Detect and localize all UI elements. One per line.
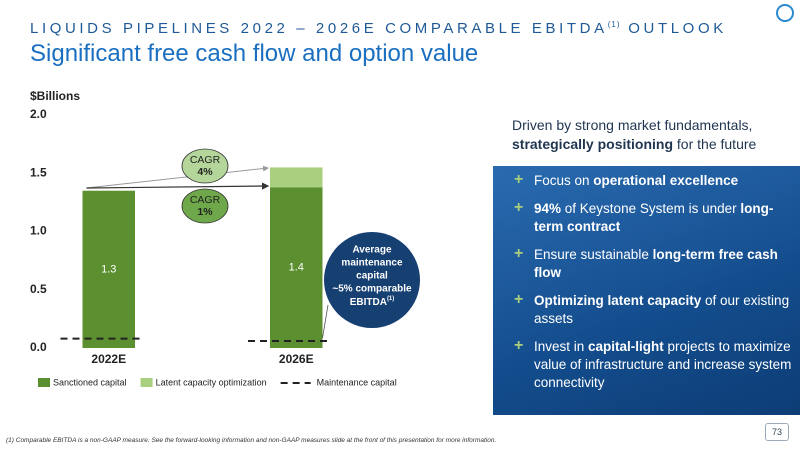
- bar-segment: [82, 190, 135, 348]
- text-segment: projects to maximize value of infrastruc…: [534, 339, 792, 390]
- logo: [776, 4, 794, 22]
- bullet: Invest in capital-light projects to maxi…: [512, 337, 792, 392]
- y-axis-label: $Billions: [30, 89, 80, 103]
- text-segment: long-term contract: [534, 201, 774, 234]
- y-tick-label: 2.0: [30, 107, 47, 121]
- y-tick-label: 1.5: [30, 165, 47, 179]
- legend-label: Maintenance capital: [317, 377, 397, 387]
- text-segment: Ensure sustainable: [534, 247, 653, 262]
- note-pointer: [322, 304, 329, 339]
- bar-segment: [270, 167, 323, 188]
- page-number: 73: [765, 423, 789, 441]
- subtitle: Significant free cash flow and option va…: [30, 40, 479, 67]
- legend-swatch: [140, 378, 153, 387]
- note-text: capital: [356, 271, 388, 282]
- cagr-arrow: [86, 165, 269, 189]
- footnote: (1) Comparable EBITDA is a non-GAAP meas…: [6, 437, 497, 444]
- x-tick-label: 2026E: [279, 352, 314, 366]
- text-segment: operational excellence: [593, 173, 739, 188]
- cagr-text: CAGR: [190, 194, 221, 206]
- text-segment: of our existing assets: [534, 293, 790, 326]
- cagr-text: CAGR: [190, 154, 221, 166]
- panel-heading: Driven by strong market fundamentals, st…: [512, 116, 792, 154]
- title-text: OUTLOOK: [628, 20, 727, 37]
- data-label: 1.3: [101, 263, 116, 275]
- note-text: EBITDA: [350, 297, 387, 308]
- cagr-text: 4%: [197, 166, 213, 178]
- legend-label: Latent capacity optimization: [156, 377, 267, 387]
- text-segment: strategically positioning: [512, 136, 674, 152]
- note-text: ~5% comparable: [332, 284, 412, 295]
- text-segment: capital-light: [588, 339, 664, 354]
- bullet: Optimizing latent capacity of our existi…: [512, 291, 792, 328]
- note-circle: [324, 232, 420, 328]
- note-superscript: (1): [387, 296, 394, 302]
- cagr-text: 1%: [197, 206, 213, 218]
- data-label: 1.4: [289, 262, 304, 274]
- bar-segment: [270, 187, 323, 348]
- x-tick-label: 2022E: [91, 352, 126, 366]
- title-superscript: (1): [607, 20, 621, 29]
- cagr-arrow: [86, 182, 270, 190]
- slide-title: LIQUIDS PIPELINES 2022 – 2026E COMPARABL…: [30, 20, 727, 37]
- note-text: Average: [352, 245, 392, 256]
- note-text: maintenance: [341, 258, 403, 269]
- text-segment: Focus on: [534, 173, 594, 188]
- bullet: Focus on operational excellence: [512, 171, 792, 190]
- text-segment: Invest in: [534, 339, 589, 354]
- cagr-badge: [181, 188, 229, 224]
- legend-label: Sanctioned capital: [53, 377, 127, 387]
- text-segment: for the future: [673, 136, 757, 152]
- title-text: LIQUIDS PIPELINES 2022 – 2026E COMPARABL…: [30, 20, 608, 37]
- bullet: Ensure sustainable long-term free cash f…: [512, 245, 792, 282]
- y-tick-label: 1.0: [30, 224, 47, 238]
- text-segment: long-term free cash flow: [534, 247, 778, 280]
- bullet: 94% of Keystone System is under long-ter…: [512, 199, 792, 236]
- y-tick-label: 0.0: [30, 340, 47, 354]
- cagr-badge: [181, 148, 229, 184]
- bullet-list: Focus on operational excellence 94% of Ke…: [512, 171, 792, 402]
- text-segment: Optimizing latent capacity: [534, 293, 702, 308]
- chart: $Billions 0.0 0.5 1.0 1.5 2.0 2022E 1.3 2026E 1.…: [30, 89, 420, 387]
- legend-swatch: [38, 378, 50, 387]
- text-segment: of Keystone System is under: [561, 201, 741, 216]
- y-tick-label: 0.5: [30, 282, 47, 296]
- note-text: EBITDA(1): [350, 296, 395, 308]
- text-segment: Driven by strong market fundamentals,: [512, 117, 753, 133]
- text-segment: 94%: [534, 201, 562, 216]
